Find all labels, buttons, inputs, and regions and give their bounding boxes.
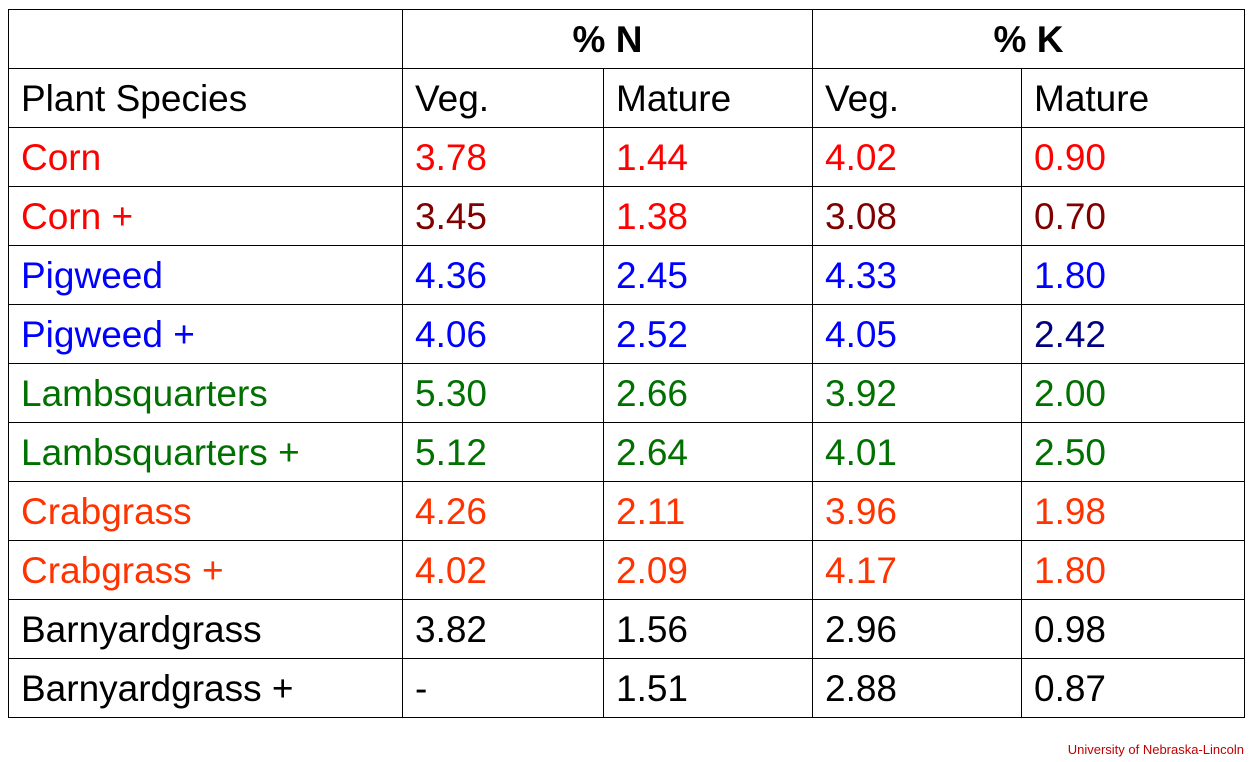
n-mature-cell: 1.51 xyxy=(603,658,813,718)
n-mature-cell: 1.56 xyxy=(603,599,813,659)
n-mature-cell: 2.09 xyxy=(603,540,813,600)
k-veg-cell: 2.96 xyxy=(812,599,1022,659)
table-row: Lambsquarters 5.30 2.66 3.92 2.00 xyxy=(8,363,1245,423)
n-mature-cell: 1.44 xyxy=(603,127,813,187)
table-row: Crabgrass +4.02 2.09 4.17 1.80 xyxy=(8,540,1245,600)
group-header-k: % K xyxy=(812,9,1245,69)
k-mature-cell: 1.80 xyxy=(1021,245,1245,305)
species-cell: Corn + xyxy=(8,186,403,246)
column-header-species: Plant Species xyxy=(8,68,403,128)
n-mature-cell: 2.66 xyxy=(603,363,813,423)
table-row: Pigweed +4.06 2.52 4.05 2.42 xyxy=(8,304,1245,364)
table-row: Lambsquarters +5.12 2.64 4.01 2.50 xyxy=(8,422,1245,482)
k-veg-cell: 4.17 xyxy=(812,540,1022,600)
species-cell: Pigweed + xyxy=(8,304,403,364)
k-mature-cell: 0.98 xyxy=(1021,599,1245,659)
species-cell: Crabgrass + xyxy=(8,540,403,600)
species-cell: Barnyardgrass + xyxy=(8,658,403,718)
table-row: Corn 3.78 1.44 4.02 0.90 xyxy=(8,127,1245,187)
empty-corner-cell xyxy=(8,9,403,69)
group-header-row: % N % K xyxy=(8,9,1245,69)
species-cell: Lambsquarters xyxy=(8,363,403,423)
n-mature-cell: 2.52 xyxy=(603,304,813,364)
species-cell: Lambsquarters + xyxy=(8,422,403,482)
k-mature-cell: 0.70 xyxy=(1021,186,1245,246)
species-cell: Pigweed xyxy=(8,245,403,305)
k-veg-cell: 4.01 xyxy=(812,422,1022,482)
column-header-k-veg: Veg. xyxy=(812,68,1022,128)
k-mature-cell: 1.80 xyxy=(1021,540,1245,600)
table-row: Corn +3.45 1.38 3.08 0.70 xyxy=(8,186,1245,246)
k-mature-cell: 2.42 xyxy=(1021,304,1245,364)
species-cell: Crabgrass xyxy=(8,481,403,541)
k-veg-cell: 4.33 xyxy=(812,245,1022,305)
k-mature-cell: 0.87 xyxy=(1021,658,1245,718)
k-mature-cell: 0.90 xyxy=(1021,127,1245,187)
table-row: Crabgrass 4.26 2.11 3.96 1.98 xyxy=(8,481,1245,541)
n-veg-cell: 4.02 xyxy=(402,540,604,600)
column-header-n-mature: Mature xyxy=(603,68,813,128)
species-cell: Barnyardgrass xyxy=(8,599,403,659)
k-veg-cell: 3.92 xyxy=(812,363,1022,423)
column-header-n-veg: Veg. xyxy=(402,68,604,128)
n-veg-cell: 5.30 xyxy=(402,363,604,423)
group-header-n: % N xyxy=(402,9,813,69)
table-row: Barnyardgrass 3.82 1.56 2.96 0.98 xyxy=(8,599,1245,659)
n-veg-cell: 3.78 xyxy=(402,127,604,187)
n-veg-cell: 4.26 xyxy=(402,481,604,541)
n-veg-cell: 5.12 xyxy=(402,422,604,482)
k-mature-cell: 2.50 xyxy=(1021,422,1245,482)
k-veg-cell: 3.96 xyxy=(812,481,1022,541)
k-veg-cell: 2.88 xyxy=(812,658,1022,718)
column-header-k-mature: Mature xyxy=(1021,68,1245,128)
n-mature-cell: 2.64 xyxy=(603,422,813,482)
n-veg-cell: 4.36 xyxy=(402,245,604,305)
n-mature-cell: 1.38 xyxy=(603,186,813,246)
k-mature-cell: 1.98 xyxy=(1021,481,1245,541)
column-header-row: Plant Species Veg. Mature Veg. Mature xyxy=(8,68,1245,128)
n-veg-cell: 3.82 xyxy=(402,599,604,659)
n-mature-cell: 2.45 xyxy=(603,245,813,305)
table-body: % N % K Plant Species Veg. Mature Veg. M… xyxy=(8,9,1245,718)
n-mature-cell: 2.11 xyxy=(603,481,813,541)
n-veg-cell: - xyxy=(402,658,604,718)
species-cell: Corn xyxy=(8,127,403,187)
credit-text: University of Nebraska-Lincoln xyxy=(1067,742,1244,757)
n-veg-cell: 4.06 xyxy=(402,304,604,364)
table-row: Barnyardgrass + -1.51 2.88 0.87 xyxy=(8,658,1245,718)
n-veg-cell: 3.45 xyxy=(402,186,604,246)
table-row: Pigweed 4.36 2.45 4.33 1.80 xyxy=(8,245,1245,305)
k-mature-cell: 2.00 xyxy=(1021,363,1245,423)
k-veg-cell: 4.05 xyxy=(812,304,1022,364)
k-veg-cell: 3.08 xyxy=(812,186,1022,246)
nutrient-table: % N % K Plant Species Veg. Mature Veg. M… xyxy=(8,9,1245,718)
k-veg-cell: 4.02 xyxy=(812,127,1022,187)
